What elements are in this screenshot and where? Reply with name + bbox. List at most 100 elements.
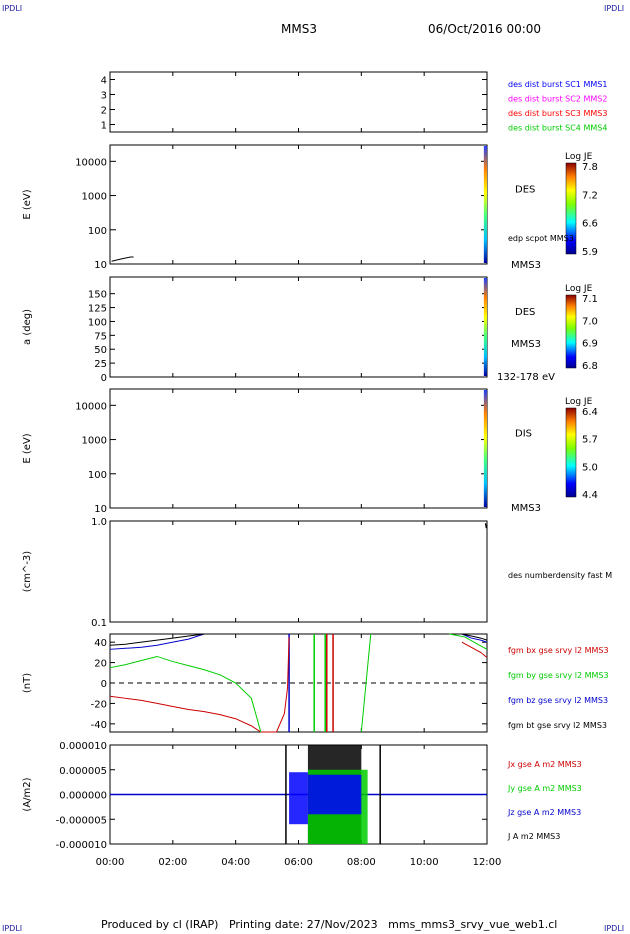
y-tick-label: 150 [88, 290, 107, 301]
y-tick-label: 10000 [75, 401, 107, 412]
current-burst [307, 774, 362, 815]
y-tick-label: 0.000010 [59, 741, 107, 752]
series-line [360, 633, 372, 733]
instrument-label: DIS [515, 429, 532, 440]
legend-label: des dist burst SC2 MMS2 [508, 95, 607, 104]
x-tick-label: 04:00 [221, 857, 250, 868]
colorbar-tick-label: 7.0 [582, 316, 598, 327]
legend-label: des numberdensity fast M [508, 571, 612, 580]
legend-label: Jx gse A m2 MMS3 [507, 760, 582, 769]
y-tick-label: 100 [88, 317, 107, 328]
y-tick-label: 20 [94, 659, 107, 670]
scpot-line [111, 256, 134, 262]
colorbar-tick-label: 4.4 [582, 490, 598, 501]
y-axis-label: a (deg) [22, 309, 33, 345]
y-tick-label: 25 [94, 359, 107, 370]
colorbar-tick-label: 5.0 [582, 462, 598, 473]
colorbar-tick-label: 6.9 [582, 339, 598, 350]
colorbar-tick-label: 7.8 [582, 162, 598, 173]
energy-range-label: 132-178 eV [497, 372, 555, 383]
y-tick-label: 75 [94, 331, 107, 342]
legend-label: des dist burst SC1 MMS1 [508, 80, 607, 89]
y-tick-label: 10 [94, 504, 107, 515]
spacecraft-title: MMS3 [281, 22, 317, 36]
y-tick-label: 10 [94, 260, 107, 271]
y-tick-label: 0 [101, 373, 107, 384]
series-line [461, 641, 488, 658]
panel-frame [109, 276, 488, 378]
colorbar-title: Log JE [565, 152, 593, 162]
colorbar-tick-label: 7.2 [582, 190, 598, 201]
x-tick-label: 06:00 [284, 857, 313, 868]
panel-frame [109, 71, 488, 133]
series-line [109, 633, 205, 646]
y-tick-label: 4 [101, 76, 107, 87]
colorbar-tick-label: 5.9 [582, 247, 598, 258]
legend-label: fgm bz gse srvy l2 MMS3 [508, 696, 608, 705]
legend-label: des dist burst SC3 MMS3 [508, 109, 607, 118]
colorbar-tick-label: 6.6 [582, 219, 598, 230]
y-tick-label: 100 [88, 470, 107, 481]
y-tick-label: 0.000005 [59, 766, 107, 777]
y-tick-label: 40 [94, 638, 107, 649]
y-tick-label: -0.000005 [56, 815, 107, 826]
y-tick-label: 2 [101, 106, 107, 117]
y-tick-label: 1000 [82, 436, 107, 447]
legend-label: fgm bt gse srvy l2 MMS3 [508, 721, 607, 730]
panel-frame [109, 144, 488, 265]
colorbar [565, 162, 577, 255]
series-line [109, 637, 290, 733]
y-tick-label: 1000 [82, 192, 107, 203]
y-axis-label: (nT) [22, 673, 33, 693]
y-axis-label: E (eV) [22, 189, 33, 219]
spectrogram-strip [483, 146, 487, 263]
colorbar-title: Log JE [565, 397, 593, 407]
legend-label: fgm by gse srvy l2 MMS3 [508, 671, 609, 680]
spacecraft-label: MMS3 [511, 339, 541, 350]
legend-label: des dist burst SC4 MMS4 [508, 124, 607, 133]
y-axis-label: E (eV) [22, 433, 33, 463]
colorbar-tick-label: 6.8 [582, 361, 598, 372]
x-tick-label: 08:00 [347, 857, 376, 868]
series-line [461, 633, 488, 641]
y-tick-label: -40 [91, 720, 107, 731]
legend-label: Jy gse A m2 MMS3 [507, 784, 582, 793]
y-tick-label: 3 [101, 91, 107, 102]
series-line [109, 633, 205, 650]
spectrogram-strip [483, 278, 487, 376]
legend-label: J A m2 MMS3 [507, 832, 560, 841]
x-tick-label: 10:00 [410, 857, 439, 868]
colorbar [565, 407, 577, 498]
y-tick-label: 125 [88, 304, 107, 315]
panel-frame [109, 520, 488, 623]
colorbar-tick-label: 7.1 [582, 294, 598, 305]
spacecraft-label: MMS3 [511, 260, 541, 271]
spacecraft-label: MMS3 [511, 503, 541, 514]
panel-frame [109, 388, 488, 509]
y-tick-label: 0 [101, 679, 107, 690]
corner-label-bottom-right: IPDLI [604, 924, 625, 933]
current-burst [289, 772, 308, 825]
overlay-label: edp scpot MMS3 [508, 234, 574, 243]
corner-label-bottom-left: IPDLI [2, 924, 23, 933]
date-title: 06/Oct/2016 00:00 [428, 22, 542, 36]
corner-label-top-right: IPDLI [604, 4, 625, 13]
y-tick-label: 50 [94, 345, 107, 356]
corner-label-top-left: IPDLI [2, 4, 23, 13]
y-tick-label: -20 [91, 699, 107, 710]
y-axis-label: (A/m2) [22, 777, 33, 811]
instrument-label: DES [515, 307, 535, 318]
colorbar [565, 294, 577, 369]
x-tick-label: 00:00 [96, 857, 125, 868]
colorbar-title: Log JE [565, 284, 593, 294]
legend-label: Jz gse A m2 MMS3 [507, 808, 581, 817]
spectrogram-strip [483, 390, 487, 507]
series-line [109, 655, 262, 733]
y-tick-label: 0.1 [91, 618, 107, 629]
series-line [449, 633, 488, 650]
y-tick-label: -0.000010 [56, 840, 107, 851]
y-tick-label: 100 [88, 226, 107, 237]
colorbar-tick-label: 6.4 [582, 407, 598, 418]
y-tick-label: 10000 [75, 157, 107, 168]
